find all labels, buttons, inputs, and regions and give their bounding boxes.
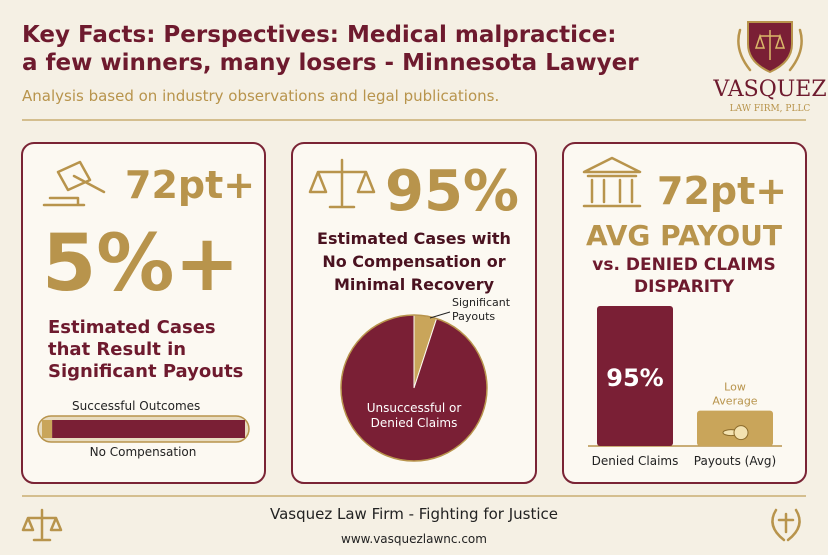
progress-segment <box>52 420 246 438</box>
slice-label: Significant <box>452 296 511 309</box>
logo-tagline: LAW FIRM, PLLC <box>730 104 811 114</box>
title-line: Key Facts: Perspectives: Medical malprac… <box>22 22 617 48</box>
text-line: vs. DENIED CLAIMS <box>592 255 775 275</box>
stat: 72pt+ <box>125 163 255 207</box>
headline: AVG PAYOUT <box>586 219 782 252</box>
text-line: DISPARITY <box>634 277 735 297</box>
pie-outline <box>340 314 488 462</box>
scale-icon <box>308 158 376 209</box>
bar-value-label: 95% <box>606 364 663 392</box>
slice-label: Payouts <box>452 310 495 323</box>
text-line: Minimal Recovery <box>334 275 495 294</box>
text-line: Significant Payouts <box>48 361 243 382</box>
text-line: Estimated Cases <box>48 317 216 338</box>
bar-annotation: Low <box>724 381 746 394</box>
bar-annotation: Average <box>712 395 757 408</box>
coin-icon <box>733 425 749 441</box>
subtitle: Analysis based on industry observations … <box>22 87 499 105</box>
logo: VASQUEZ LAW FIRM, PLLC <box>712 21 827 114</box>
footer-laurel-icon <box>771 508 801 542</box>
building-icon <box>582 156 642 208</box>
bar-category: Payouts (Avg) <box>694 454 776 468</box>
stat: 72pt+ <box>657 169 787 213</box>
footer-url: www.vasquezlawnc.com <box>341 532 487 546</box>
gavel-icon <box>42 160 106 207</box>
leader-line <box>429 311 451 319</box>
progress-label: No Compensation <box>90 445 197 459</box>
progress-label: Successful Outcomes <box>72 399 200 413</box>
headline: 5%+ <box>42 219 240 309</box>
panel <box>21 142 266 484</box>
text-line: that Result in <box>48 339 186 360</box>
headline: 95% <box>385 159 519 224</box>
text-line: Estimated Cases with <box>317 229 511 248</box>
slice-label: Unsuccessful or <box>367 401 462 415</box>
text-line: No Compensation or <box>322 252 505 271</box>
footer-scale-icon <box>21 508 63 542</box>
title-line: a few winners, many losers - Minnesota L… <box>22 50 639 76</box>
logo-name: VASQUEZ <box>712 77 826 102</box>
footer-tagline: Vasquez Law Firm - Fighting for Justice <box>270 505 558 523</box>
bar <box>597 306 673 446</box>
slice-label: Denied Claims <box>371 416 458 430</box>
bar-category: Denied Claims <box>592 454 679 468</box>
progress-segment <box>42 420 53 438</box>
